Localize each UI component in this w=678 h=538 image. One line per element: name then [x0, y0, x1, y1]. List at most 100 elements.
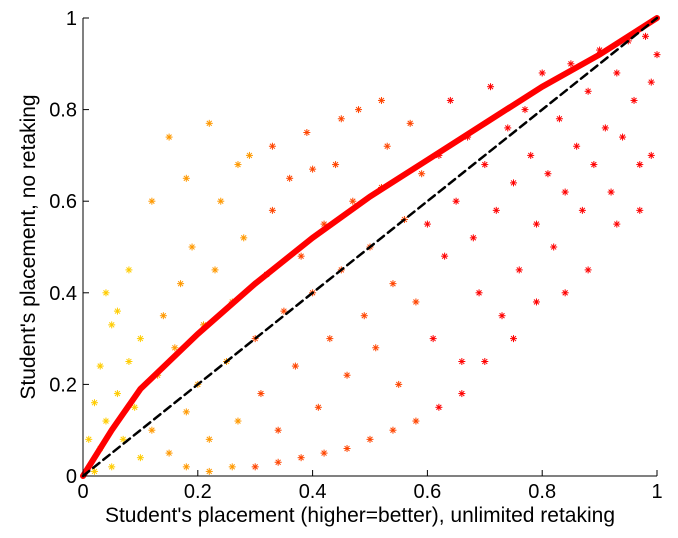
scatter-point [435, 403, 443, 411]
scatter-point [492, 206, 500, 214]
scatter-point [205, 467, 213, 475]
scatter-point [561, 289, 569, 297]
scatter-point [429, 335, 437, 343]
scatter-point [636, 206, 644, 214]
scatter-point [452, 197, 460, 205]
scatter-point [90, 467, 98, 475]
scatter-point [355, 106, 363, 114]
scatter-point [113, 390, 121, 398]
scatter-point [125, 266, 133, 274]
scatter-point [171, 344, 179, 352]
scatter-point [309, 165, 317, 173]
scatter-point [389, 280, 397, 288]
scatter-point [406, 119, 414, 127]
scatter-point [544, 170, 552, 178]
scatter-point [96, 362, 104, 370]
scatter-point [205, 435, 213, 443]
scatter-point [372, 344, 380, 352]
scatter-point [182, 174, 190, 182]
scatter-point [177, 280, 185, 288]
scatter-point [458, 390, 466, 398]
scatter-point [274, 458, 282, 466]
scatter-point [510, 335, 517, 343]
scatter-point [441, 252, 449, 260]
scatter-point [314, 403, 322, 411]
scatter-point [389, 426, 397, 434]
scatter-point [280, 307, 288, 315]
scatter-point [412, 417, 420, 425]
scatter-point [630, 96, 638, 104]
scatter-point [510, 179, 517, 187]
scatter-point [211, 266, 219, 274]
x-axis-label: Student's placement (higher=better), unl… [105, 504, 615, 527]
scatter-point [245, 151, 253, 159]
x-tick-label: 0.6 [413, 481, 441, 503]
scatter-point [297, 252, 305, 260]
x-tick-label: 0 [77, 481, 88, 503]
y-tick-label: 0.8 [49, 100, 77, 122]
scatter-point [412, 298, 420, 306]
y-tick-label: 0.6 [49, 191, 77, 213]
scatter-point [119, 435, 127, 443]
scatter-point [532, 298, 540, 306]
scatter-point [108, 463, 116, 471]
scatter-point [584, 266, 592, 274]
scatter-point [360, 312, 368, 320]
scatter-point [332, 161, 340, 169]
scatter-point [182, 408, 190, 416]
scatter-point [349, 197, 357, 205]
scatter-point [343, 371, 351, 379]
scatter-point [108, 321, 116, 329]
x-tick-label: 0.4 [299, 481, 327, 503]
y-tick-label: 1 [66, 8, 77, 30]
scatter-point [487, 83, 495, 91]
scatter-point [205, 119, 213, 127]
scatter-point [182, 463, 190, 471]
x-tick-label: 0.2 [184, 481, 212, 503]
scatter-point [131, 403, 139, 411]
scatter-point [366, 435, 374, 443]
scatter-point [228, 463, 236, 471]
axes [82, 17, 658, 477]
scatter-point [286, 174, 294, 182]
scatter-point [642, 32, 650, 40]
scatter-point [337, 115, 345, 123]
scatter-point [85, 435, 93, 443]
scatter-point [527, 151, 535, 159]
scatter-point [303, 129, 311, 136]
scatter-point [590, 161, 598, 169]
scatter-points [85, 32, 661, 475]
x-tick-label: 0.8 [528, 481, 556, 503]
scatter-point [188, 243, 196, 251]
scatter-point [481, 358, 489, 365]
scatter-point [343, 445, 351, 453]
scatter-point [136, 335, 144, 343]
trend-lines [80, 15, 660, 479]
scatter-point [377, 96, 385, 104]
scatter-point [573, 142, 581, 150]
scatter-point [446, 96, 454, 104]
scatter-point [297, 454, 305, 462]
scatter-point [636, 161, 644, 169]
scatter-point [550, 243, 558, 251]
scatter-point [113, 307, 121, 315]
y-tick-label: 0.2 [49, 374, 77, 396]
scatter-point [395, 380, 403, 388]
scatter-point [481, 161, 489, 169]
scatter-point [90, 399, 98, 407]
scatter-point [383, 142, 391, 150]
scatter-point [148, 197, 156, 205]
scatter-point [578, 206, 586, 214]
scatter-point [418, 170, 426, 178]
scatter-point [320, 449, 328, 457]
scatter-point [125, 358, 133, 365]
scatter-point [521, 106, 529, 114]
scatter-point [555, 115, 563, 123]
scatter-point [567, 60, 575, 68]
scatter-point [251, 463, 259, 471]
y-tick-label: 0.4 [49, 283, 77, 305]
scatter-point [607, 188, 615, 196]
scatter-point [240, 234, 248, 242]
